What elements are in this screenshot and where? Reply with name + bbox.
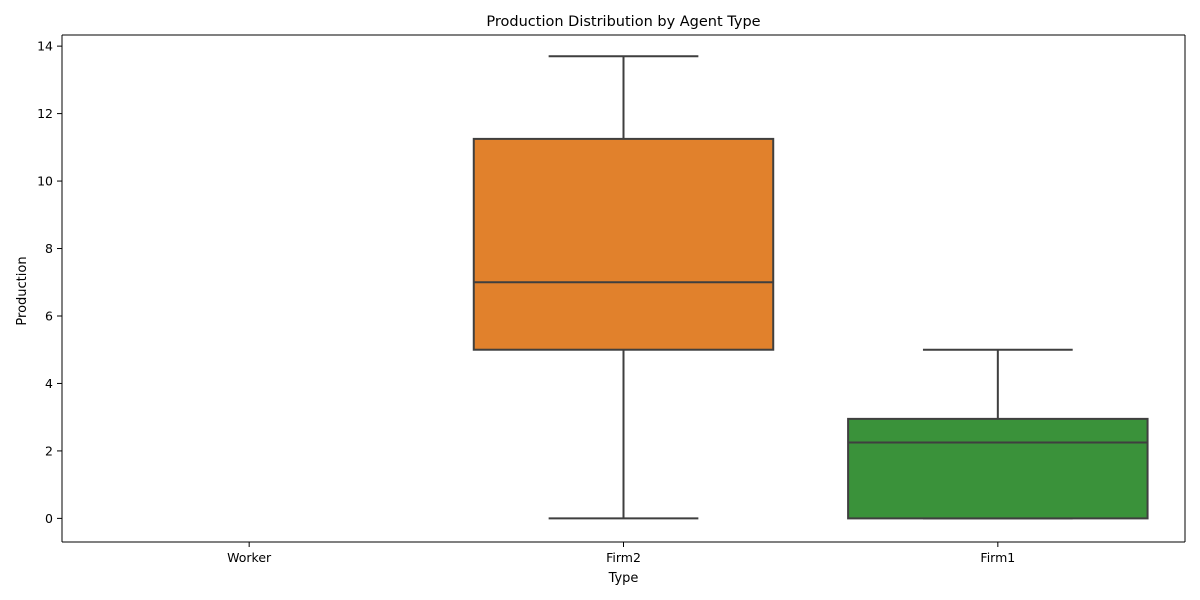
x-tick-label-firm1: Firm1 xyxy=(980,550,1015,565)
box-firm2 xyxy=(472,137,775,351)
y-tick-label: 6 xyxy=(45,308,53,323)
plot-area: 0 2 4 6 8 10 12 14 Worker Firm2 Firm1 xyxy=(37,34,1186,565)
x-tick-label-firm2: Firm2 xyxy=(606,550,641,565)
y-tick-label: 0 xyxy=(45,511,53,526)
y-tick-label: 8 xyxy=(45,241,53,256)
y-axis-label: Production xyxy=(15,256,30,325)
x-tick-label-worker: Worker xyxy=(227,550,272,565)
y-tick-label: 4 xyxy=(45,376,53,391)
y-tick-label: 14 xyxy=(37,39,53,54)
chart-title: Production Distribution by Agent Type xyxy=(486,14,760,30)
y-tick-label: 10 xyxy=(37,174,53,189)
y-tick-label: 12 xyxy=(37,106,53,121)
box-firm1 xyxy=(847,417,1149,520)
x-axis-label: Type xyxy=(608,571,639,586)
y-tick-label: 2 xyxy=(45,443,53,458)
